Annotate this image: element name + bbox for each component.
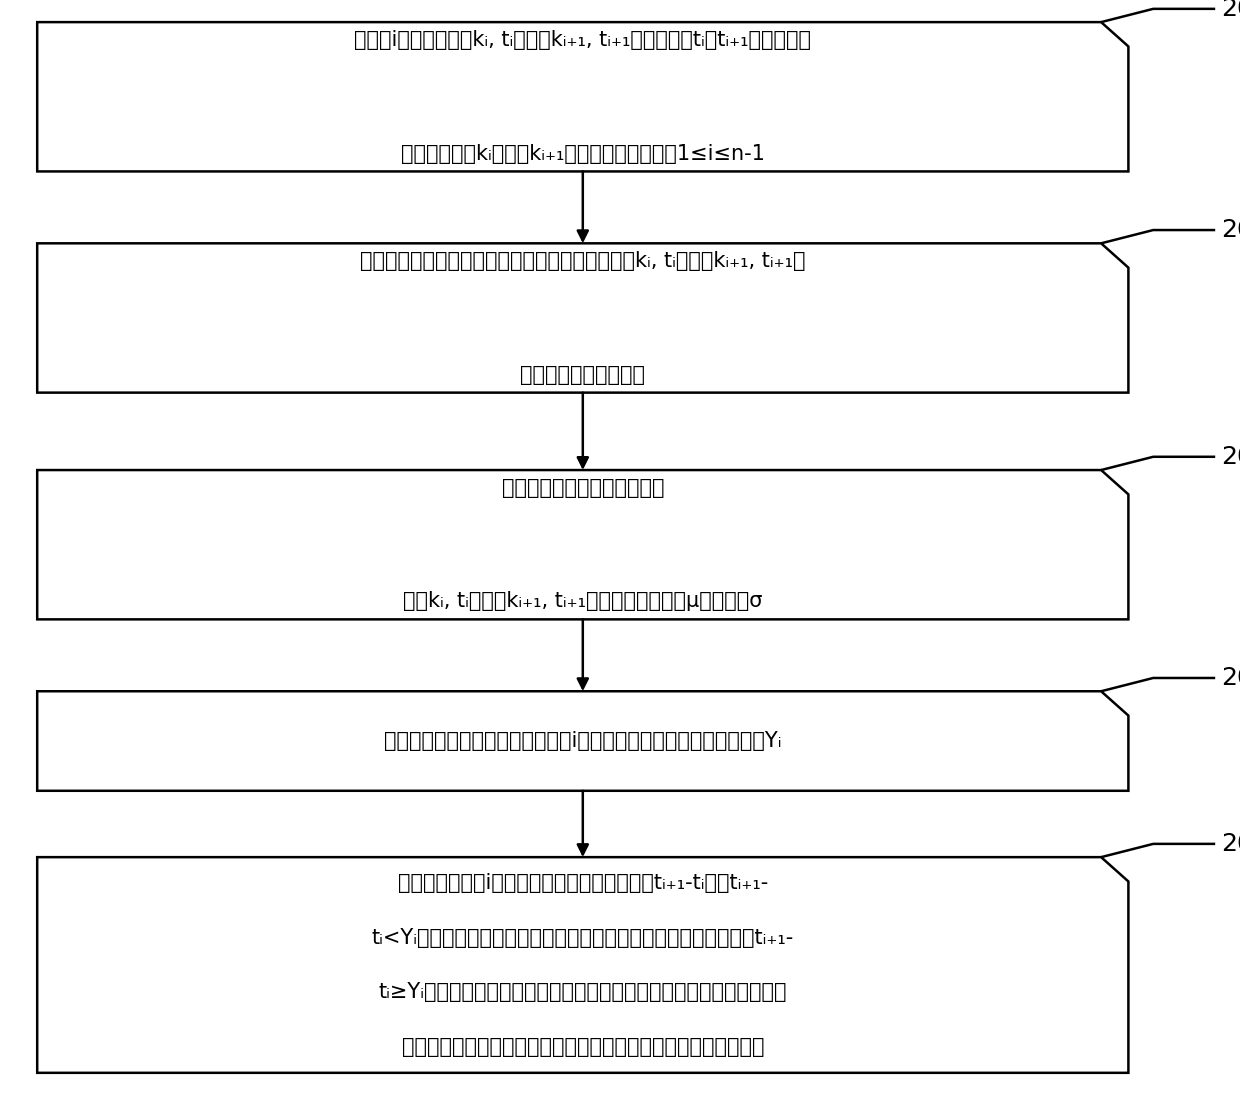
Text: 计算所述各个车辆经过卡口对: 计算所述各个车辆经过卡口对 xyxy=(501,478,665,498)
Text: 201: 201 xyxy=(1221,0,1240,21)
Text: 目标车辆经过第i个卡口对所对应路段的用时为tᵢ₊₁-tᵢ，若tᵢ₊₁-: 目标车辆经过第i个卡口对所对应路段的用时为tᵢ₊₁-tᵢ，若tᵢ₊₁- xyxy=(398,873,768,893)
Polygon shape xyxy=(37,857,1128,1073)
Text: tᵢ<Yᵢ，则判定该卡口对所对应的路段为目标车辆正常行驶路段；若tᵢ₊₁-: tᵢ<Yᵢ，则判定该卡口对所对应的路段为目标车辆正常行驶路段；若tᵢ₊₁- xyxy=(372,928,794,948)
Text: tᵢ≥Yᵢ，则判断该卡口对应的路段为目标车辆的停留路段，依次完成所述: tᵢ≥Yᵢ，则判断该卡口对应的路段为目标车辆的停留路段，依次完成所述 xyxy=(378,982,787,1002)
Text: 所有经过卡口kᵢ和卡口kᵢ₊₁的过车数据，其中，1≤i≤n-1: 所有经过卡口kᵢ和卡口kᵢ₊₁的过车数据，其中，1≤i≤n-1 xyxy=(401,144,765,164)
Polygon shape xyxy=(37,22,1128,171)
Text: 205: 205 xyxy=(1221,832,1240,856)
Text: 204: 204 xyxy=(1221,666,1240,690)
Text: 计算各个卡口对的动态閘值，将第i个卡口对所对应的动态閘值表示为Yᵢ: 计算各个卡口对的动态閘值，将第i个卡口对所对应的动态閘值表示为Yᵢ xyxy=(384,731,781,751)
Text: 202: 202 xyxy=(1221,218,1240,242)
Polygon shape xyxy=(37,470,1128,619)
Polygon shape xyxy=(37,691,1128,791)
Text: 根据所述过车数据，计算各个车辆经过卡口对（（kᵢ, tᵢ），（kᵢ₊₁, tᵢ₊₁）: 根据所述过车数据，计算各个车辆经过卡口对（（kᵢ, tᵢ），（kᵢ₊₁, tᵢ₊… xyxy=(360,251,806,271)
Text: ）所对应的路段的用时: ）所对应的路段的用时 xyxy=(521,365,645,385)
Text: 目标车辆在所有卡口对的用时与对应卡口对的动态閘值的计算比较: 目标车辆在所有卡口对的用时与对应卡口对的动态閘值的计算比较 xyxy=(402,1037,764,1057)
Text: （（kᵢ, tᵢ），（kᵢ₊₁, tᵢ₊₁））的用时的均值μ和标准差σ: （（kᵢ, tᵢ），（kᵢ₊₁, tᵢ₊₁））的用时的均值μ和标准差σ xyxy=(403,592,763,612)
Text: 203: 203 xyxy=(1221,445,1240,469)
Polygon shape xyxy=(37,243,1128,393)
Text: 针对第i个卡口对（（kᵢ, tᵢ），（kᵢ₊₁, tᵢ₊₁）），获取tᵢ和tᵢ₊₁所在日期内: 针对第i个卡口对（（kᵢ, tᵢ），（kᵢ₊₁, tᵢ₊₁）），获取tᵢ和tᵢ₊… xyxy=(355,30,811,50)
